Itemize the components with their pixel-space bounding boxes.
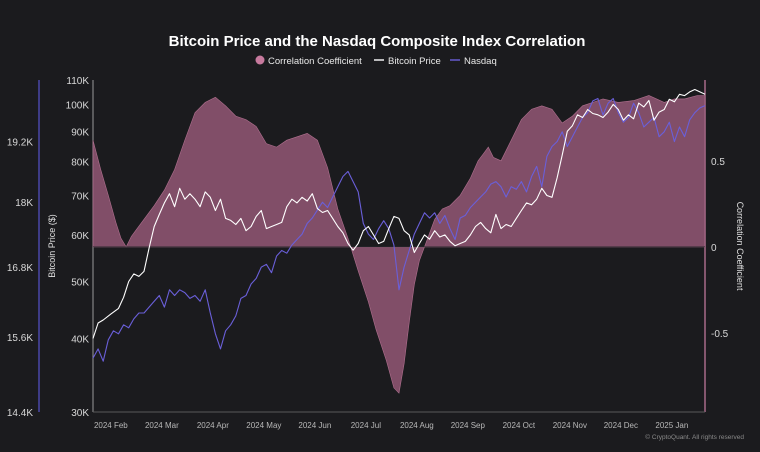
legend-item-correlation[interactable]: Correlation Coefficient — [255, 55, 363, 68]
nasdaq-tick-label: 16.8K — [7, 263, 33, 274]
x-tick-label: 2024 Nov — [553, 421, 587, 430]
nasdaq-tick-label: 15.6K — [7, 333, 33, 344]
x-tick-label: 2025 Jan — [655, 421, 688, 430]
btc-tick-label: 60K — [71, 231, 89, 242]
corr-axis-label: Correlation Coefficient — [735, 202, 745, 291]
chart-title: Bitcoin Price and the Nasdaq Composite I… — [169, 33, 586, 50]
nasdaq-axis-ticks: 14.4K 15.6K 16.8K 18K 19.2K — [7, 138, 33, 419]
nasdaq-tick-label: 19.2K — [7, 138, 33, 149]
x-tick-label: 2024 Jul — [351, 421, 381, 430]
btc-tick-label: 70K — [71, 191, 89, 202]
x-tick-label: 2024 Feb — [94, 421, 128, 430]
legend-label-bitcoin-price: Bitcoin Price — [388, 56, 441, 67]
btc-tick-label: 40K — [71, 334, 89, 345]
correlation-tick-label: 0.5 — [711, 157, 725, 168]
x-tick-label: 2024 Oct — [503, 421, 536, 430]
legend-item-nasdaq[interactable]: Nasdaq — [450, 56, 497, 67]
correlation-tick-label: 0 — [711, 243, 717, 254]
legend-marker-correlation — [255, 55, 265, 65]
btc-tick-label: 30K — [71, 408, 89, 419]
x-tick-label: 2024 Jun — [298, 421, 331, 430]
correlation-area — [92, 95, 706, 394]
btc-tick-label: 80K — [71, 157, 89, 168]
legend-item-bitcoin-price[interactable]: Bitcoin Price — [374, 56, 441, 67]
x-tick-label: 2024 Apr — [197, 421, 229, 430]
x-tick-label: 2024 Mar — [145, 421, 179, 430]
x-tick-label: 2024 Sep — [451, 421, 486, 430]
nasdaq-tick-label: 14.4K — [7, 408, 33, 419]
btc-axis-ticks: 30K 40K 50K 60K 70K 80K 90K 100K 110K — [66, 76, 90, 419]
legend: Correlation Coefficient Bitcoin Price Na… — [255, 55, 497, 68]
x-axis-ticks: 2024 Feb 2024 Mar 2024 Apr 2024 May 2024 Jun… — [94, 421, 688, 430]
x-tick-label: 2024 May — [246, 421, 281, 430]
nasdaq-tick-label: 18K — [15, 198, 33, 209]
bitcoin-price-line — [92, 88, 706, 339]
legend-label-correlation: Correlation Coefficient — [268, 56, 362, 67]
btc-tick-label: 110K — [66, 76, 89, 87]
x-tick-label: 2024 Dec — [604, 421, 638, 430]
btc-axis-label: Bitcoin Price ($) — [47, 214, 57, 278]
btc-tick-label: 50K — [71, 277, 89, 288]
correlation-axis-ticks: 0.5 0 -0.5 — [711, 157, 729, 340]
plot-area — [92, 88, 706, 394]
x-tick-label: 2024 Aug — [400, 421, 434, 430]
copyright-footer: © CryptoQuant. All rights reserved — [645, 433, 744, 441]
nasdaq-line — [92, 97, 706, 362]
correlation-tick-label: -0.5 — [711, 329, 729, 340]
legend-label-nasdaq: Nasdaq — [464, 56, 497, 67]
btc-tick-label: 90K — [71, 127, 89, 138]
btc-tick-label: 100K — [66, 100, 90, 111]
